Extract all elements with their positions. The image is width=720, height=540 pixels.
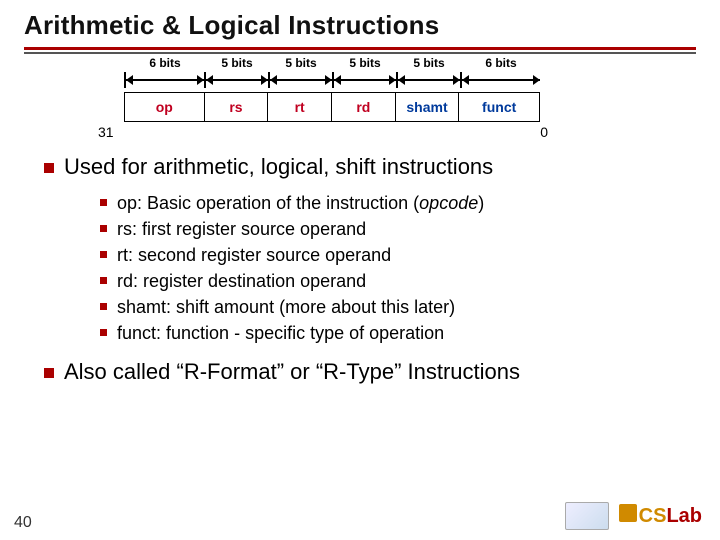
- square-bullet-icon: [100, 225, 107, 232]
- slide-title: Arithmetic & Logical Instructions: [24, 10, 696, 41]
- field-cell-op: op: [125, 93, 205, 121]
- instruction-format-diagram: 6 bits5 bits5 bits5 bits5 bits6 bits opr…: [124, 72, 696, 140]
- bit-width-label: 6 bits: [149, 56, 180, 70]
- title-rule: [24, 47, 696, 50]
- msb-label: 31: [98, 124, 114, 140]
- sub-bullet-item: shamt: shift amount (more about this lat…: [100, 294, 696, 320]
- square-bullet-icon: [44, 368, 54, 378]
- cslab-logo: CSLab: [619, 504, 702, 528]
- field-cell-rs: rs: [205, 93, 269, 121]
- sub-bullet-item: rs: first register source operand: [100, 216, 696, 242]
- page-number: 40: [14, 514, 32, 532]
- double-arrow-icon: 6 bits: [126, 72, 204, 88]
- field-cell-funct: funct: [459, 93, 539, 121]
- bit-width-segment: 6 bits: [124, 72, 204, 88]
- lsb-label: 0: [540, 124, 548, 140]
- bit-width-segment: 6 bits: [460, 72, 540, 88]
- sub-bullet-text: op: Basic operation of the instruction (…: [117, 190, 484, 216]
- double-arrow-icon: 5 bits: [270, 72, 332, 88]
- bit-width-label: 6 bits: [485, 56, 516, 70]
- bullet-main-2: Also called “R-Format” or “R-Type” Instr…: [44, 359, 696, 385]
- bit-width-label: 5 bits: [221, 56, 252, 70]
- bullet-main-1-text: Used for arithmetic, logical, shift inst…: [64, 154, 493, 180]
- cslab-mark-icon: [619, 504, 637, 522]
- square-bullet-icon: [100, 251, 107, 258]
- bit-width-row: 6 bits5 bits5 bits5 bits5 bits6 bits: [124, 72, 540, 88]
- bullet-list: Used for arithmetic, logical, shift inst…: [44, 154, 696, 385]
- cslab-text: CSLab: [639, 505, 702, 528]
- field-cell-rd: rd: [332, 93, 396, 121]
- bit-width-label: 5 bits: [349, 56, 380, 70]
- footer-logos: CSLab: [565, 502, 702, 530]
- double-arrow-icon: 5 bits: [334, 72, 396, 88]
- sub-bullet-item: funct: function - specific type of opera…: [100, 320, 696, 346]
- sub-bullet-text: rs: first register source operand: [117, 216, 366, 242]
- sub-bullet-item: rt: second register source operand: [100, 242, 696, 268]
- double-arrow-icon: 5 bits: [398, 72, 460, 88]
- sub-bullet-text: rt: second register source operand: [117, 242, 391, 268]
- square-bullet-icon: [100, 199, 107, 206]
- sub-bullet-item: rd: register destination operand: [100, 268, 696, 294]
- sub-bullet-list: op: Basic operation of the instruction (…: [100, 190, 696, 347]
- sub-bullet-text: shamt: shift amount (more about this lat…: [117, 294, 455, 320]
- double-arrow-icon: 6 bits: [462, 72, 540, 88]
- field-cell-shamt: shamt: [396, 93, 460, 121]
- sub-bullet-text: funct: function - specific type of opera…: [117, 320, 444, 346]
- bit-width-label: 5 bits: [413, 56, 444, 70]
- bit-index-labels: 31 0: [124, 124, 540, 140]
- title-rule-shadow: [24, 52, 696, 54]
- double-arrow-icon: 5 bits: [206, 72, 268, 88]
- sub-bullet-item: op: Basic operation of the instruction (…: [100, 190, 696, 216]
- bit-width-segment: 5 bits: [332, 72, 396, 88]
- bit-width-label: 5 bits: [285, 56, 316, 70]
- square-bullet-icon: [100, 277, 107, 284]
- sub-bullet-text: rd: register destination operand: [117, 268, 366, 294]
- bit-width-segment: 5 bits: [268, 72, 332, 88]
- square-bullet-icon: [100, 329, 107, 336]
- bullet-main-1: Used for arithmetic, logical, shift inst…: [44, 154, 696, 180]
- field-names-row: oprsrtrdshamtfunct: [124, 92, 540, 122]
- slide-root: Arithmetic & Logical Instructions 6 bits…: [0, 0, 720, 540]
- field-cell-rt: rt: [268, 93, 332, 121]
- bit-width-segment: 5 bits: [396, 72, 460, 88]
- square-bullet-icon: [100, 303, 107, 310]
- square-bullet-icon: [44, 163, 54, 173]
- bit-width-segment: 5 bits: [204, 72, 268, 88]
- university-logo-icon: [565, 502, 609, 530]
- bullet-main-2-text: Also called “R-Format” or “R-Type” Instr…: [64, 359, 520, 385]
